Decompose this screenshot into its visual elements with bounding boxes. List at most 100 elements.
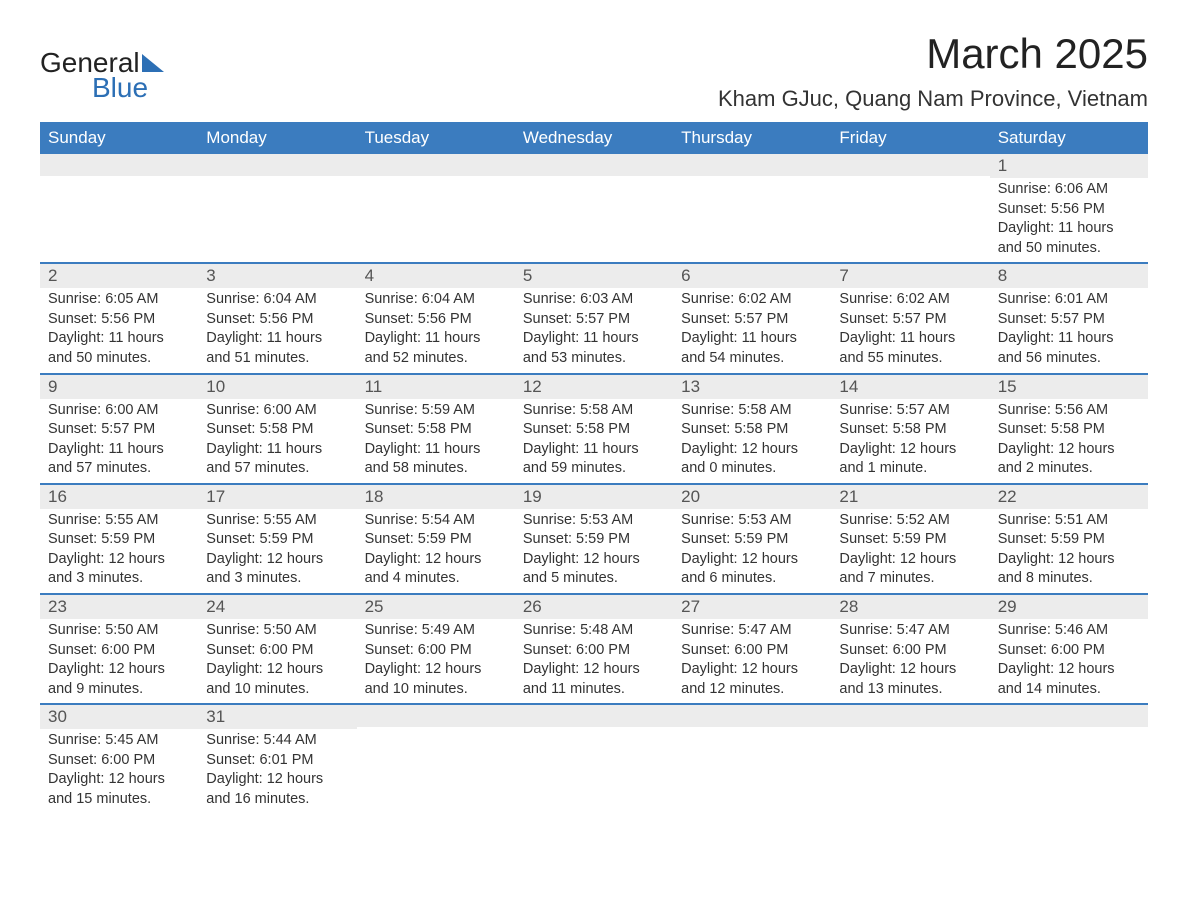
- day-info: Sunrise: 5:48 AMSunset: 6:00 PMDaylight:…: [515, 619, 673, 703]
- sunset-line: Sunset: 5:58 PM: [839, 420, 981, 440]
- sunset-line: Sunset: 6:00 PM: [681, 641, 823, 661]
- calendar-cell: 12Sunrise: 5:58 AMSunset: 5:58 PMDayligh…: [515, 374, 673, 484]
- day-info: Sunrise: 6:02 AMSunset: 5:57 PMDaylight:…: [831, 288, 989, 372]
- calendar-cell: 14Sunrise: 5:57 AMSunset: 5:58 PMDayligh…: [831, 374, 989, 484]
- calendar-cell: 30Sunrise: 5:45 AMSunset: 6:00 PMDayligh…: [40, 704, 198, 813]
- calendar-cell: 1Sunrise: 6:06 AMSunset: 5:56 PMDaylight…: [990, 154, 1148, 263]
- day-number: 22: [990, 485, 1148, 509]
- calendar-cell: 13Sunrise: 5:58 AMSunset: 5:58 PMDayligh…: [673, 374, 831, 484]
- day-info: Sunrise: 5:53 AMSunset: 5:59 PMDaylight:…: [673, 509, 831, 593]
- sunrise-line: Sunrise: 5:49 AM: [365, 621, 507, 641]
- calendar-cell: 4Sunrise: 6:04 AMSunset: 5:56 PMDaylight…: [357, 263, 515, 373]
- sunrise-line: Sunrise: 5:56 AM: [998, 401, 1140, 421]
- daylight-line: Daylight: 12 hours and 10 minutes.: [206, 660, 348, 699]
- weekday-header: Monday: [198, 122, 356, 154]
- sunset-line: Sunset: 5:56 PM: [365, 310, 507, 330]
- day-info: Sunrise: 5:44 AMSunset: 6:01 PMDaylight:…: [198, 729, 356, 813]
- day-info: [515, 727, 673, 805]
- day-number: [40, 154, 198, 176]
- daylight-line: Daylight: 12 hours and 5 minutes.: [523, 550, 665, 589]
- weekday-header: Tuesday: [357, 122, 515, 154]
- sunrise-line: Sunrise: 6:02 AM: [681, 290, 823, 310]
- sunset-line: Sunset: 5:59 PM: [206, 530, 348, 550]
- sunset-line: Sunset: 5:59 PM: [681, 530, 823, 550]
- day-info: Sunrise: 5:55 AMSunset: 5:59 PMDaylight:…: [40, 509, 198, 593]
- sunset-line: Sunset: 5:56 PM: [998, 200, 1140, 220]
- calendar-cell: [673, 704, 831, 813]
- day-number: 6: [673, 264, 831, 288]
- calendar-cell: 27Sunrise: 5:47 AMSunset: 6:00 PMDayligh…: [673, 594, 831, 704]
- day-number: 24: [198, 595, 356, 619]
- daylight-line: Daylight: 12 hours and 13 minutes.: [839, 660, 981, 699]
- daylight-line: Daylight: 12 hours and 0 minutes.: [681, 440, 823, 479]
- sunset-line: Sunset: 6:01 PM: [206, 751, 348, 771]
- daylight-line: Daylight: 12 hours and 10 minutes.: [365, 660, 507, 699]
- calendar-cell: 11Sunrise: 5:59 AMSunset: 5:58 PMDayligh…: [357, 374, 515, 484]
- day-info: [515, 176, 673, 254]
- day-number: 12: [515, 375, 673, 399]
- day-number: 29: [990, 595, 1148, 619]
- sunset-line: Sunset: 5:59 PM: [365, 530, 507, 550]
- daylight-line: Daylight: 12 hours and 7 minutes.: [839, 550, 981, 589]
- calendar-cell: 3Sunrise: 6:04 AMSunset: 5:56 PMDaylight…: [198, 263, 356, 373]
- day-number: 5: [515, 264, 673, 288]
- calendar-row: 1Sunrise: 6:06 AMSunset: 5:56 PMDaylight…: [40, 154, 1148, 263]
- calendar-row: 23Sunrise: 5:50 AMSunset: 6:00 PMDayligh…: [40, 594, 1148, 704]
- calendar-cell: 29Sunrise: 5:46 AMSunset: 6:00 PMDayligh…: [990, 594, 1148, 704]
- calendar-cell: 24Sunrise: 5:50 AMSunset: 6:00 PMDayligh…: [198, 594, 356, 704]
- day-info: Sunrise: 6:05 AMSunset: 5:56 PMDaylight:…: [40, 288, 198, 372]
- sunrise-line: Sunrise: 6:01 AM: [998, 290, 1140, 310]
- day-info: [831, 727, 989, 805]
- daylight-line: Daylight: 11 hours and 50 minutes.: [48, 329, 190, 368]
- calendar-cell: [673, 154, 831, 263]
- daylight-line: Daylight: 12 hours and 8 minutes.: [998, 550, 1140, 589]
- sunset-line: Sunset: 6:00 PM: [839, 641, 981, 661]
- day-number: [831, 154, 989, 176]
- calendar-cell: 10Sunrise: 6:00 AMSunset: 5:58 PMDayligh…: [198, 374, 356, 484]
- day-info: [990, 727, 1148, 805]
- daylight-line: Daylight: 11 hours and 54 minutes.: [681, 329, 823, 368]
- day-number: [357, 154, 515, 176]
- day-number: 31: [198, 705, 356, 729]
- calendar-cell: [357, 704, 515, 813]
- sunrise-line: Sunrise: 5:47 AM: [681, 621, 823, 641]
- sunrise-line: Sunrise: 5:59 AM: [365, 401, 507, 421]
- day-number: 7: [831, 264, 989, 288]
- location-label: Kham GJuc, Quang Nam Province, Vietnam: [718, 86, 1148, 112]
- title-block: March 2025 Kham GJuc, Quang Nam Province…: [718, 30, 1148, 112]
- daylight-line: Daylight: 11 hours and 58 minutes.: [365, 440, 507, 479]
- calendar-cell: 25Sunrise: 5:49 AMSunset: 6:00 PMDayligh…: [357, 594, 515, 704]
- page-header: General Blue March 2025 Kham GJuc, Quang…: [40, 30, 1148, 112]
- daylight-line: Daylight: 11 hours and 59 minutes.: [523, 440, 665, 479]
- sunrise-line: Sunrise: 6:04 AM: [206, 290, 348, 310]
- day-info: Sunrise: 5:46 AMSunset: 6:00 PMDaylight:…: [990, 619, 1148, 703]
- calendar-cell: [831, 154, 989, 263]
- daylight-line: Daylight: 12 hours and 6 minutes.: [681, 550, 823, 589]
- day-info: Sunrise: 6:00 AMSunset: 5:58 PMDaylight:…: [198, 399, 356, 483]
- day-number: [990, 705, 1148, 727]
- day-number: 19: [515, 485, 673, 509]
- sunrise-line: Sunrise: 5:58 AM: [681, 401, 823, 421]
- sunrise-line: Sunrise: 5:45 AM: [48, 731, 190, 751]
- daylight-line: Daylight: 12 hours and 2 minutes.: [998, 440, 1140, 479]
- sunrise-line: Sunrise: 6:02 AM: [839, 290, 981, 310]
- weekday-header: Saturday: [990, 122, 1148, 154]
- daylight-line: Daylight: 12 hours and 15 minutes.: [48, 770, 190, 809]
- brand-logo: General Blue: [40, 30, 164, 100]
- day-info: Sunrise: 5:57 AMSunset: 5:58 PMDaylight:…: [831, 399, 989, 483]
- calendar-table: Sunday Monday Tuesday Wednesday Thursday…: [40, 122, 1148, 814]
- sunrise-line: Sunrise: 5:53 AM: [523, 511, 665, 531]
- day-number: 20: [673, 485, 831, 509]
- sunrise-line: Sunrise: 5:50 AM: [48, 621, 190, 641]
- sunset-line: Sunset: 5:57 PM: [681, 310, 823, 330]
- daylight-line: Daylight: 11 hours and 55 minutes.: [839, 329, 981, 368]
- sunset-line: Sunset: 6:00 PM: [48, 641, 190, 661]
- daylight-line: Daylight: 12 hours and 3 minutes.: [206, 550, 348, 589]
- sunset-line: Sunset: 5:58 PM: [681, 420, 823, 440]
- sunrise-line: Sunrise: 6:00 AM: [48, 401, 190, 421]
- calendar-cell: 5Sunrise: 6:03 AMSunset: 5:57 PMDaylight…: [515, 263, 673, 373]
- day-info: Sunrise: 6:06 AMSunset: 5:56 PMDaylight:…: [990, 178, 1148, 262]
- daylight-line: Daylight: 12 hours and 11 minutes.: [523, 660, 665, 699]
- calendar-cell: 22Sunrise: 5:51 AMSunset: 5:59 PMDayligh…: [990, 484, 1148, 594]
- calendar-cell: 28Sunrise: 5:47 AMSunset: 6:00 PMDayligh…: [831, 594, 989, 704]
